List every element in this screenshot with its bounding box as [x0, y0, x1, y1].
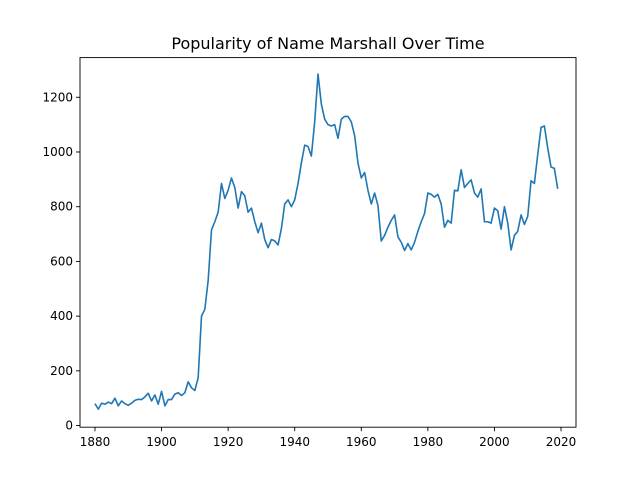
x-tick-label: 1920: [213, 435, 244, 449]
y-tick-label: 1200: [42, 90, 73, 104]
y-tick-label: 1000: [42, 145, 73, 159]
y-tick-label: 800: [50, 200, 73, 214]
y-tick-label: 0: [65, 419, 73, 433]
y-axis: 0 200 400 600 800 1000 1200: [42, 90, 80, 433]
x-tick-label: 2000: [479, 435, 510, 449]
x-tick-label: 1900: [146, 435, 177, 449]
y-tick-label: 200: [50, 364, 73, 378]
y-tick-label: 400: [50, 309, 73, 323]
x-tick-label: 1940: [279, 435, 310, 449]
plot-frame: [79, 57, 577, 428]
y-tick-label: 600: [50, 254, 73, 268]
x-tick-label: 1960: [346, 435, 377, 449]
x-axis: 1880 1900 1920 1940 1960 1980 2000 2020: [80, 427, 577, 449]
chart-title: Popularity of Name Marshall Over Time: [171, 34, 484, 53]
plot-line-layer: [94, 73, 559, 410]
series-line-0: [94, 73, 559, 410]
x-tick-label: 1980: [413, 435, 444, 449]
x-tick-label: 2020: [546, 435, 577, 449]
x-tick-label: 1880: [80, 435, 111, 449]
